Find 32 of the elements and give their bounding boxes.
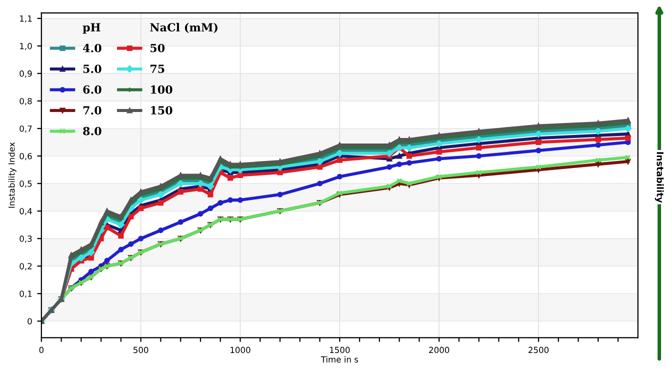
legend-label: 75	[150, 64, 164, 74]
y-tick-label: 1,0	[20, 42, 32, 50]
text: pH	[82, 23, 100, 34]
x-tick-label: 2500	[528, 346, 549, 354]
y-tick-label: 0,9	[20, 70, 32, 78]
y-tick-label: 1,1	[20, 16, 32, 23]
x-tick-label: 1500	[330, 346, 350, 354]
y-tick-label: 0,5	[20, 180, 32, 188]
legend-label: 8.0	[83, 126, 102, 136]
y-tick-label: 0	[28, 318, 32, 324]
y-tick-label: 0,6	[20, 152, 32, 160]
x-axis-title: Time in s	[320, 356, 358, 363]
legend-label: 4.0	[82, 44, 102, 52]
y-axis-title: Instability Index	[8, 142, 16, 208]
y-tick-label: 0,7	[20, 125, 32, 133]
x-tick-label: 500	[134, 346, 148, 354]
text: NaCl (mM)	[150, 22, 218, 34]
x-tick-label: 2000	[429, 346, 450, 354]
y-tick-label: 0,4	[20, 208, 32, 216]
legend-label: 50	[150, 44, 165, 52]
legend-label: 100	[150, 85, 172, 94]
legend-label: 5.0	[83, 64, 102, 74]
y-tick-label: 0,3	[20, 236, 32, 243]
legend-label: 150	[150, 106, 172, 115]
x-tick-label: 0	[39, 346, 44, 354]
y-tick-label: 0,2	[20, 263, 32, 270]
x-tick-label: 1000	[230, 346, 250, 354]
text: Instability	[654, 152, 664, 203]
y-tick-label: 0,1	[20, 290, 32, 298]
legend-label: 6.0	[83, 85, 102, 94]
y-tick-label: 0,8	[20, 98, 32, 106]
legend-label: 7.0	[83, 106, 102, 115]
